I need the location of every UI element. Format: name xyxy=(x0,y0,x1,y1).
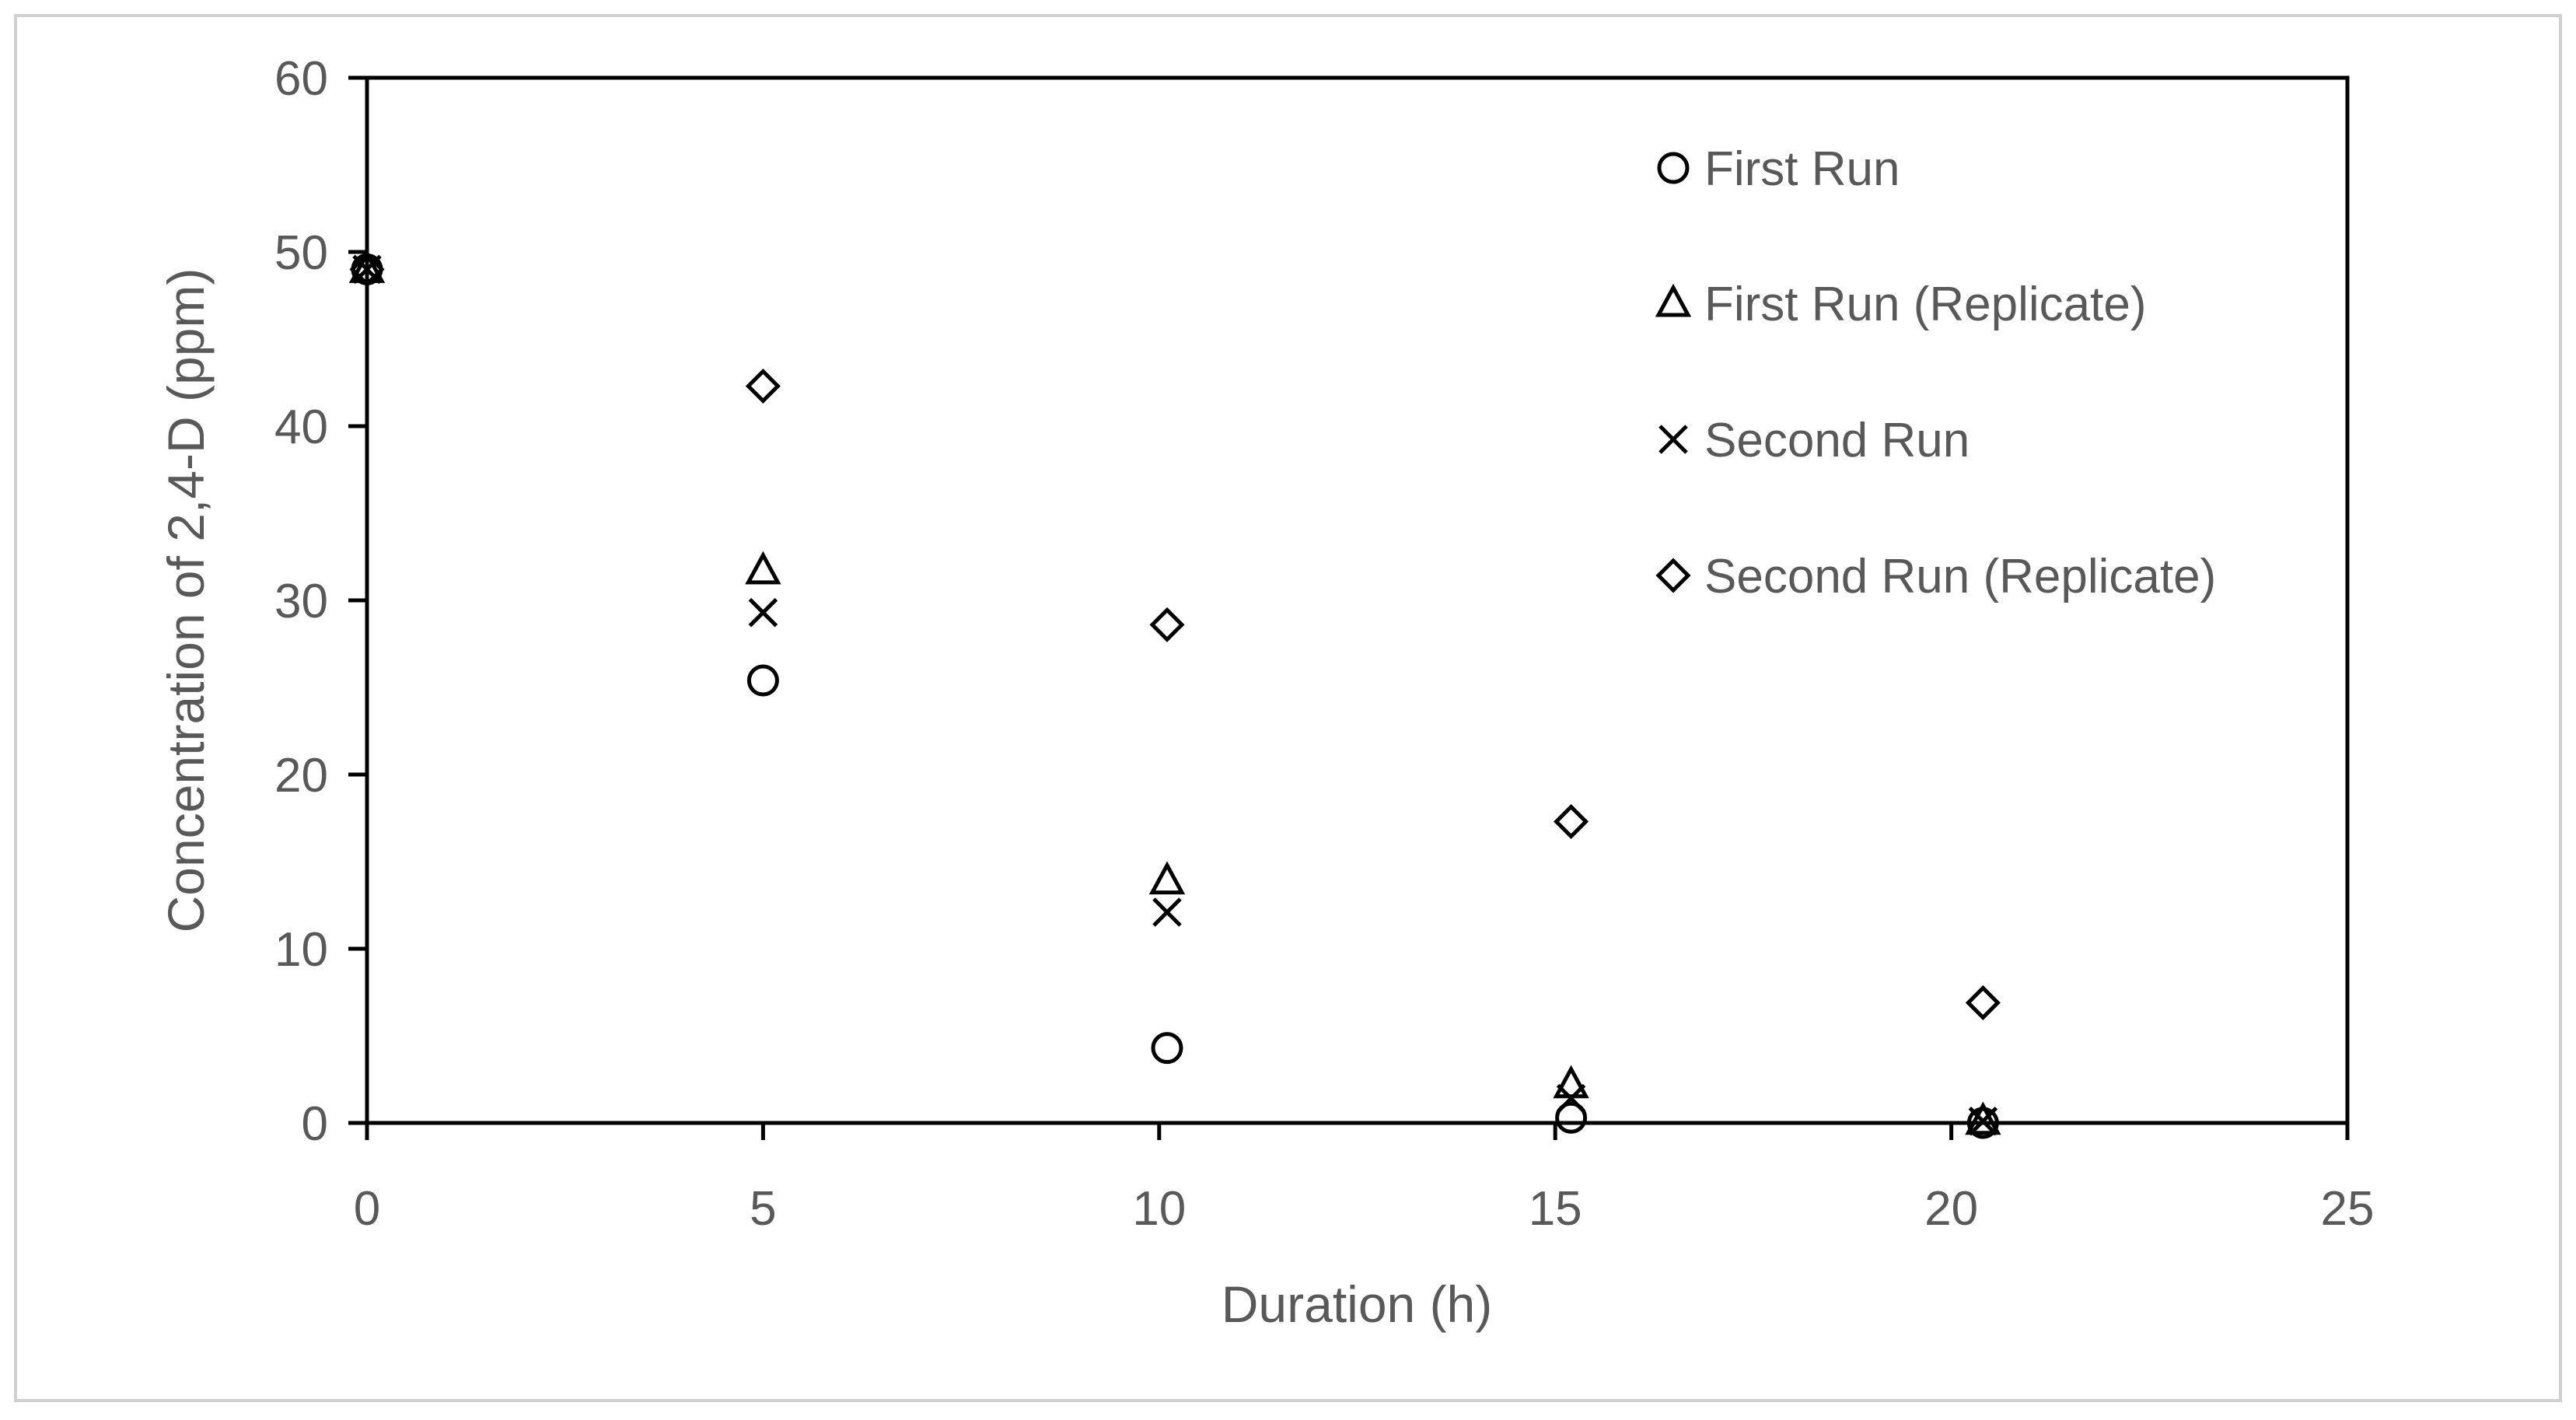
data-markers xyxy=(348,250,2001,1139)
y-tick-label: 60 xyxy=(274,52,328,106)
data-point-series-4 xyxy=(349,251,385,287)
data-point-series-2 xyxy=(745,551,781,585)
y-axis-ticks: 0 10 20 30 40 50 60 xyxy=(274,52,367,1151)
data-point-series-4 xyxy=(1554,803,1589,840)
legend-label-series-1: First Run xyxy=(1704,142,1900,196)
y-tick-label: 10 xyxy=(274,923,328,977)
x-axis-ticks: 0 5 10 15 20 25 xyxy=(354,1123,2375,1236)
x-tick-label: 0 xyxy=(354,1182,380,1236)
data-point-series-1 xyxy=(746,664,779,697)
x-tick-label: 20 xyxy=(1924,1182,1978,1236)
data-point-series-2 xyxy=(1148,861,1186,895)
data-point-series-4 xyxy=(1149,607,1185,642)
data-point-series-3 xyxy=(352,254,382,285)
data-point-series-3 xyxy=(748,597,778,628)
legend-marker-series-3 xyxy=(1658,425,1688,454)
y-tick-label: 20 xyxy=(274,749,328,803)
outer-border xyxy=(14,14,2562,1402)
x-axis-label: Duration (h) xyxy=(1222,1275,1492,1333)
y-tick-label: 30 xyxy=(274,575,328,628)
data-point-series-4 xyxy=(745,368,781,404)
legend-label-series-4: Second Run (Replicate) xyxy=(1704,550,2216,603)
legend-marker-series-4 xyxy=(1655,558,1691,593)
x-tick-label: 25 xyxy=(2321,1182,2375,1236)
data-point-series-2 xyxy=(348,250,386,283)
data-point-series-2 xyxy=(1965,1101,2001,1135)
data-point-series-1 xyxy=(1151,1032,1183,1065)
y-tick-label: 50 xyxy=(274,226,328,280)
data-point-series-3 xyxy=(1556,1083,1586,1114)
data-point-series-3 xyxy=(1152,897,1182,927)
legend-label-series-3: Second Run xyxy=(1704,414,1970,467)
legend-marker-series-2 xyxy=(1655,283,1692,317)
y-tick-label: 40 xyxy=(274,400,328,454)
legend-label-series-2: First Run (Replicate) xyxy=(1704,278,2146,331)
x-tick-label: 5 xyxy=(750,1182,776,1236)
legend-marker-series-1 xyxy=(1657,152,1690,184)
x-tick-label: 10 xyxy=(1132,1182,1186,1236)
y-axis-label: Concentration of 2,4-D (ppm) xyxy=(157,268,215,933)
data-point-series-1 xyxy=(1555,1101,1588,1134)
x-tick-label: 15 xyxy=(1529,1182,1582,1236)
data-point-series-3 xyxy=(1968,1106,1998,1136)
y-tick-label: 0 xyxy=(302,1097,328,1151)
legend: First Run First Run (Replicate) Second Run… xyxy=(1655,142,2216,603)
data-point-series-4 xyxy=(1965,985,2001,1020)
